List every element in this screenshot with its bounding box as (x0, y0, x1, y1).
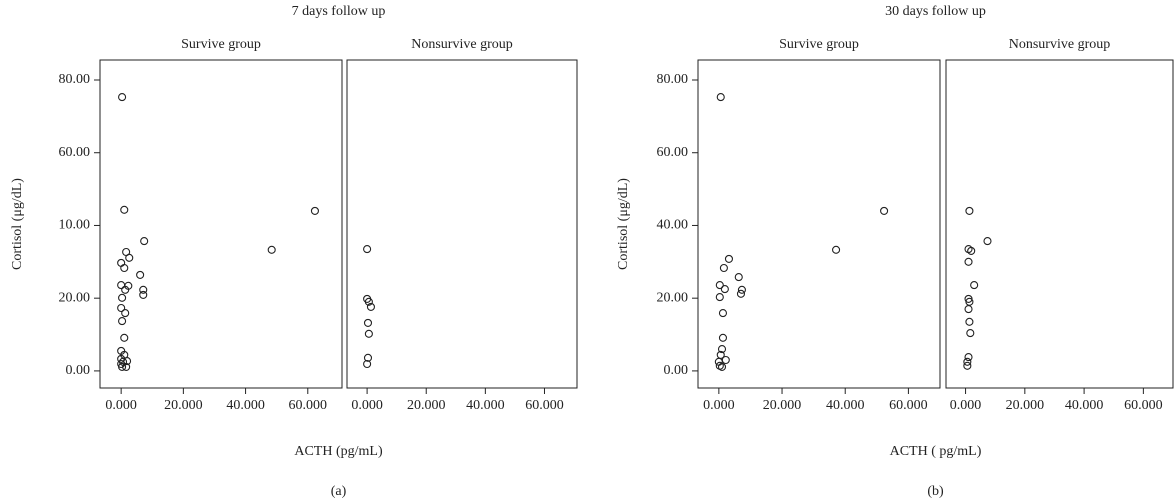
y-tick-label: 10.00 (59, 218, 91, 233)
point (121, 285, 130, 294)
point (363, 359, 372, 369)
y-tick-label: 0.00 (664, 363, 689, 378)
point (721, 355, 730, 365)
facet-title: Nonsurvive group (1009, 37, 1111, 52)
y-axis-label: Cortisol (μg/dL) (616, 178, 631, 270)
y-tick-label: 80.00 (59, 72, 91, 87)
x-tick-label: 40.000 (826, 398, 865, 413)
x-tick-label: 0.000 (105, 398, 137, 413)
point (118, 293, 127, 302)
y-tick-label: 20.00 (657, 290, 689, 305)
point (366, 302, 375, 311)
point (136, 270, 145, 279)
point (118, 93, 127, 102)
panel-title: 7 days follow up (292, 4, 386, 19)
x-tick-label: 40.000 (226, 398, 265, 413)
point (963, 361, 972, 370)
x-tick-label: 0.000 (950, 398, 982, 413)
point (966, 329, 975, 338)
y-axis-label: Cortisol (μg/dL) (10, 178, 25, 270)
x-axis-label: ACTH ( pg/mL) (890, 444, 982, 459)
facet-title: Survive group (779, 37, 859, 52)
point (363, 318, 373, 327)
point (970, 281, 979, 290)
y-tick-label: 80.00 (657, 72, 689, 87)
x-tick-label: 0.000 (351, 398, 383, 413)
point (139, 290, 148, 299)
point (965, 206, 974, 215)
point (715, 293, 724, 302)
point (719, 263, 728, 273)
x-tick-label: 40.000 (466, 398, 505, 413)
point (717, 345, 727, 354)
point (963, 357, 972, 366)
x-tick-label: 0.000 (703, 398, 735, 413)
point (734, 273, 743, 282)
facet-frame (945, 59, 1174, 389)
point (118, 317, 127, 326)
point (363, 353, 373, 362)
point (120, 263, 129, 273)
point (715, 281, 724, 290)
x-tick-label: 20.000 (164, 398, 203, 413)
y-tick-label: 60.00 (657, 145, 689, 160)
point (118, 362, 127, 371)
point (832, 245, 841, 254)
point (118, 357, 128, 366)
point (737, 285, 746, 294)
point (983, 237, 992, 246)
point (117, 281, 126, 290)
point (724, 254, 734, 263)
point (964, 353, 973, 362)
point (718, 333, 728, 342)
point (965, 317, 974, 326)
point (120, 205, 129, 214)
facet-title: Nonsurvive group (411, 37, 513, 52)
point (117, 258, 126, 267)
x-tick-label: 60.000 (289, 398, 328, 413)
x-tick-label: 20.000 (1006, 398, 1045, 413)
point (716, 93, 725, 102)
point (125, 253, 134, 262)
point (363, 245, 372, 254)
panel-title: 30 days follow up (885, 4, 986, 19)
x-tick-label: 20.000 (763, 398, 802, 413)
x-tick-label: 40.000 (1065, 398, 1104, 413)
point (964, 257, 973, 266)
point (310, 206, 319, 215)
x-tick-label: 60.000 (889, 398, 928, 413)
x-axis-label: ACTH (pg/mL) (294, 444, 383, 459)
x-tick-label: 60.000 (525, 398, 564, 413)
point (267, 245, 276, 254)
point (880, 206, 889, 215)
x-tick-label: 20.000 (407, 398, 446, 413)
point (117, 303, 126, 313)
facet-frame (99, 59, 343, 389)
caption: (b) (927, 484, 944, 499)
point (364, 329, 373, 338)
point (964, 305, 973, 314)
point (967, 246, 976, 255)
y-tick-label: 60.00 (59, 145, 91, 160)
point (364, 297, 373, 306)
facet-title: Survive group (181, 37, 261, 52)
point (720, 285, 729, 294)
point (718, 309, 728, 318)
x-tick-label: 60.000 (1124, 398, 1163, 413)
point (120, 333, 129, 342)
facet-frame (697, 59, 941, 389)
y-tick-label: 40.00 (657, 218, 689, 233)
point (121, 309, 130, 318)
caption: (a) (331, 484, 347, 499)
point (736, 289, 746, 298)
point (139, 285, 148, 294)
point (140, 237, 149, 246)
facet-frame (346, 59, 578, 389)
point (717, 362, 727, 371)
y-tick-label: 20.00 (59, 290, 91, 305)
y-tick-label: 0.00 (66, 363, 91, 378)
